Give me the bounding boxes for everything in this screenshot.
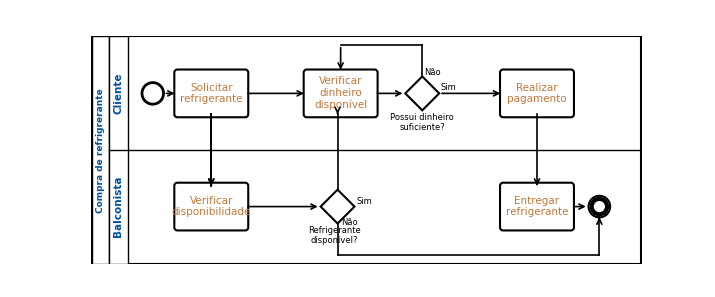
Text: Não: Não xyxy=(340,218,358,227)
Text: Realizar
pagamento: Realizar pagamento xyxy=(507,83,567,104)
Text: Entregar
refrigerante: Entregar refrigerante xyxy=(506,196,568,217)
Text: Balconista: Balconista xyxy=(114,176,124,237)
Text: Verificar
dinheiro
disponível: Verificar dinheiro disponível xyxy=(314,77,368,110)
Text: Não: Não xyxy=(424,68,440,77)
Text: Sim: Sim xyxy=(440,83,456,92)
FancyBboxPatch shape xyxy=(174,183,248,230)
FancyBboxPatch shape xyxy=(500,183,574,230)
Text: Sim: Sim xyxy=(356,197,372,206)
Text: Compra de refrigrerante: Compra de refrigrerante xyxy=(96,88,105,213)
FancyBboxPatch shape xyxy=(500,69,574,117)
Text: Solicitar
refrigerante: Solicitar refrigerante xyxy=(180,83,242,104)
FancyBboxPatch shape xyxy=(174,69,248,117)
Bar xyxy=(109,37,128,263)
Bar xyxy=(92,37,109,263)
Text: Possui dinheiro
suficiente?: Possui dinheiro suficiente? xyxy=(390,113,454,132)
Text: Refrigerante
disponível?: Refrigerante disponível? xyxy=(308,226,361,245)
Text: Cliente: Cliente xyxy=(114,73,124,114)
Text: Verificar
disponibilidade: Verificar disponibilidade xyxy=(172,196,251,217)
FancyBboxPatch shape xyxy=(304,69,378,117)
